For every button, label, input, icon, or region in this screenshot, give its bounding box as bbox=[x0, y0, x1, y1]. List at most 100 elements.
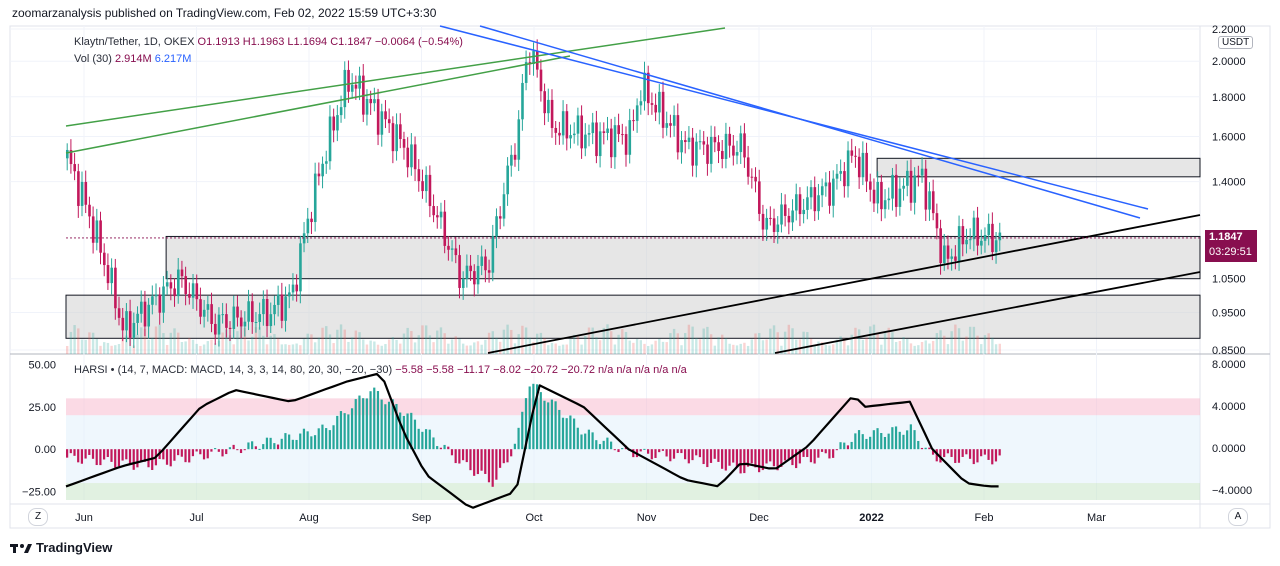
harsi-histogram-bar bbox=[769, 449, 772, 462]
volume-bar bbox=[783, 331, 787, 354]
harsi-histogram-bar bbox=[809, 449, 813, 463]
symbol-name[interactable]: Klaytn/Tether, 1D, OKEX bbox=[74, 36, 195, 48]
harsi-histogram-bar bbox=[991, 449, 994, 465]
volume-bar bbox=[395, 339, 398, 354]
candle-body bbox=[665, 123, 669, 128]
candle-body bbox=[606, 128, 609, 133]
volume-bar bbox=[661, 341, 665, 354]
candle-body bbox=[332, 116, 336, 131]
volume-bar bbox=[173, 328, 176, 354]
volume-bar bbox=[243, 328, 247, 354]
volume-label[interactable]: Vol (30) bbox=[74, 53, 112, 65]
candle-body bbox=[954, 256, 957, 261]
candle-body bbox=[417, 169, 421, 182]
tradingview-icon bbox=[10, 543, 32, 553]
volume-bar bbox=[206, 341, 210, 354]
harsi-histogram-bar bbox=[269, 437, 272, 450]
candle-body bbox=[632, 120, 635, 122]
auto-scale-button[interactable]: A bbox=[1228, 508, 1248, 526]
volume-bar bbox=[750, 339, 754, 354]
volume-bar bbox=[214, 343, 217, 354]
harsi-histogram-bar bbox=[147, 449, 150, 468]
harsi-pane[interactable] bbox=[65, 372, 1200, 509]
harsi-histogram-bar bbox=[373, 387, 376, 450]
candle-body bbox=[88, 204, 91, 217]
candle-body bbox=[406, 147, 410, 168]
candle-body bbox=[140, 301, 143, 314]
harsi-histogram-bar bbox=[473, 449, 476, 476]
volume-bar bbox=[236, 331, 239, 354]
candle-body bbox=[128, 311, 132, 338]
candle-body bbox=[861, 152, 865, 178]
harsi-histogram-bar bbox=[976, 449, 979, 463]
volume-bar bbox=[132, 345, 136, 354]
candle-body bbox=[317, 173, 321, 177]
candle-body bbox=[450, 248, 454, 250]
volume-bar bbox=[117, 344, 121, 354]
candle-body bbox=[613, 125, 617, 158]
volume-bar bbox=[447, 343, 450, 354]
volume-bar bbox=[931, 340, 935, 354]
harsi-histogram-bar bbox=[143, 449, 146, 462]
harsi-histogram-bar bbox=[232, 444, 235, 450]
volume-bar bbox=[454, 336, 457, 354]
brand-name: TradingView bbox=[36, 540, 113, 555]
volume-bar bbox=[140, 327, 143, 354]
volume-bar bbox=[284, 344, 287, 354]
harsi-histogram-bar bbox=[524, 398, 528, 450]
volume-bar bbox=[632, 342, 635, 354]
supply-demand-zone bbox=[65, 294, 1201, 339]
harsi-histogram-bar bbox=[439, 447, 442, 450]
candle-body bbox=[184, 276, 188, 295]
candle-body bbox=[580, 115, 583, 149]
harsi-histogram-bar bbox=[739, 449, 742, 474]
volume-bar bbox=[521, 325, 524, 354]
candle-body bbox=[617, 125, 620, 135]
volume-bar bbox=[410, 331, 413, 354]
currency-badge[interactable]: USDT bbox=[1218, 36, 1254, 49]
candle-body bbox=[106, 265, 110, 284]
candle-body bbox=[158, 294, 162, 313]
volume-bar bbox=[154, 326, 158, 354]
candle-body bbox=[532, 50, 535, 65]
candle-body bbox=[432, 206, 435, 216]
tradingview-logo[interactable]: TradingView bbox=[10, 540, 112, 555]
volume-bar bbox=[580, 344, 583, 354]
candle-body bbox=[399, 124, 402, 140]
zoom-button[interactable]: Z bbox=[28, 508, 48, 526]
volume-bar bbox=[450, 339, 454, 354]
harsi-histogram-bar bbox=[846, 445, 850, 450]
volume-bar bbox=[928, 343, 931, 354]
volume-bar bbox=[806, 332, 809, 354]
volume-bar bbox=[758, 333, 761, 354]
candle-body bbox=[869, 181, 872, 190]
candle-body bbox=[251, 301, 254, 323]
candle-body bbox=[447, 245, 450, 250]
volume-bar bbox=[473, 342, 476, 354]
harsi-histogram-bar bbox=[221, 449, 224, 457]
candle-body bbox=[265, 299, 269, 327]
harsi-histogram-bar bbox=[236, 449, 239, 451]
volume-bar bbox=[565, 344, 568, 354]
harsi-histogram-bar bbox=[883, 436, 887, 450]
candle-body bbox=[354, 84, 358, 89]
volume-bar bbox=[687, 324, 691, 354]
volume-bar bbox=[532, 341, 535, 354]
main-price-pane[interactable] bbox=[10, 25, 1201, 500]
volume-bar bbox=[680, 345, 683, 354]
harsi-label[interactable]: HARSI • (14, 7, MACD: MACD, 14, 3, 3, 14… bbox=[74, 364, 393, 376]
volume-bar bbox=[469, 345, 472, 354]
volume-bar bbox=[584, 335, 587, 354]
candle-body bbox=[743, 133, 746, 158]
volume-bar bbox=[121, 338, 124, 354]
candle-body bbox=[894, 174, 898, 207]
harsi-histogram-bar bbox=[776, 449, 779, 471]
candle-body bbox=[136, 313, 139, 323]
volume-bar bbox=[73, 325, 76, 354]
harsi-histogram-bar bbox=[676, 449, 679, 454]
time-tick-label: Mar bbox=[1087, 512, 1106, 524]
harsi-histogram-bar bbox=[795, 449, 798, 469]
harsi-histogram-bar bbox=[558, 409, 561, 450]
harsi-histogram-bar bbox=[195, 449, 198, 452]
